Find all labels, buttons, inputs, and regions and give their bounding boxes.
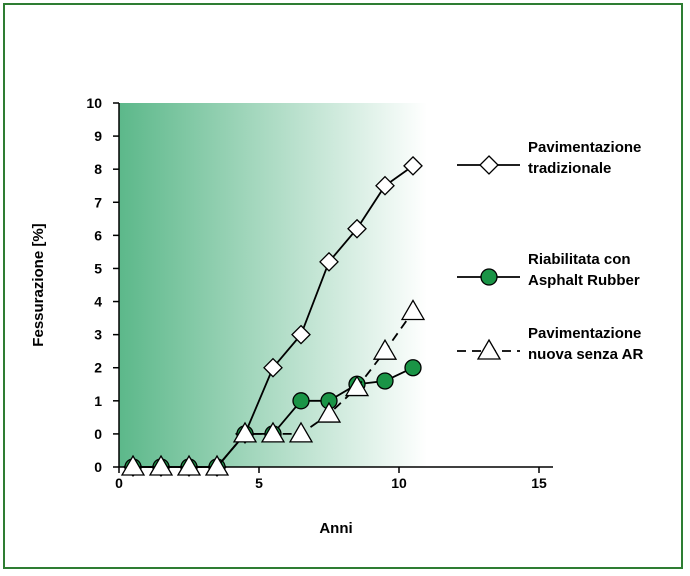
diamond-marker	[347, 218, 367, 239]
triangle-marker	[176, 454, 202, 476]
x-tick-label: 5	[255, 475, 263, 491]
triangle-marker	[148, 454, 174, 476]
plot-background	[119, 103, 427, 467]
legend-diamond-marker	[479, 155, 499, 175]
legend-label: Riabilitata con	[528, 251, 631, 268]
y-tick-label: 4	[94, 294, 102, 310]
x-tick-label: 15	[531, 475, 547, 491]
y-tick-label: 8	[94, 161, 102, 177]
x-tick-label: 10	[391, 475, 407, 491]
y-tick-label: 2	[94, 360, 102, 376]
triangle-marker	[288, 421, 314, 443]
circle-marker	[376, 372, 394, 390]
y-tick-label: 5	[94, 260, 102, 276]
legend-triangle-marker	[476, 338, 502, 360]
triangle-marker	[316, 401, 342, 423]
legend-entry: Pavimentazione tradizionale	[457, 139, 641, 177]
triangle-marker	[372, 338, 398, 360]
legend-entry: Riabilitata con Asphalt Rubber	[457, 251, 640, 289]
diamond-marker	[291, 324, 311, 345]
triangle-marker	[400, 299, 426, 321]
triangle-marker	[344, 375, 370, 397]
y-tick-label: 6	[94, 227, 102, 243]
diamond-marker	[375, 175, 395, 196]
legend-label: tradizionale	[528, 160, 611, 177]
chart-frame: 0 0 1 2 3 4 5 6 7 8 9 10 0 5 10 15 Pavimentazione tradiz…	[3, 3, 683, 569]
diamond-marker	[403, 155, 423, 176]
circle-marker	[292, 392, 310, 410]
legend-label: Pavimentazione	[528, 139, 641, 156]
diamond-marker	[319, 251, 339, 272]
legend-circle-marker	[480, 268, 498, 286]
circle-marker	[404, 359, 422, 377]
triangle-marker	[260, 421, 286, 443]
triangle-marker	[120, 454, 146, 476]
y-tick-label: 0	[94, 426, 102, 442]
triangle-marker	[232, 421, 258, 443]
y-tick-label: 9	[94, 128, 102, 144]
y-axis-label: Fessurazione [%]	[30, 223, 47, 346]
diamond-marker	[263, 357, 283, 378]
y-tick-label: 1	[94, 393, 102, 409]
y-tick-label: 3	[94, 327, 102, 343]
legend-label: Asphalt Rubber	[528, 272, 640, 289]
series-3	[120, 299, 426, 476]
y-tick-label: 7	[94, 194, 102, 210]
legend-label: Pavimentazione	[528, 325, 641, 342]
legend-entry: Pavimentazione nuova senza AR	[457, 325, 643, 363]
legend-label: nuova senza AR	[528, 346, 643, 363]
y-tick-label: 0	[94, 459, 102, 475]
triangle-marker	[204, 454, 230, 476]
y-tick-label: 10	[86, 95, 102, 111]
x-tick-label: 0	[115, 475, 123, 491]
x-axis-label: Anni	[319, 520, 352, 537]
